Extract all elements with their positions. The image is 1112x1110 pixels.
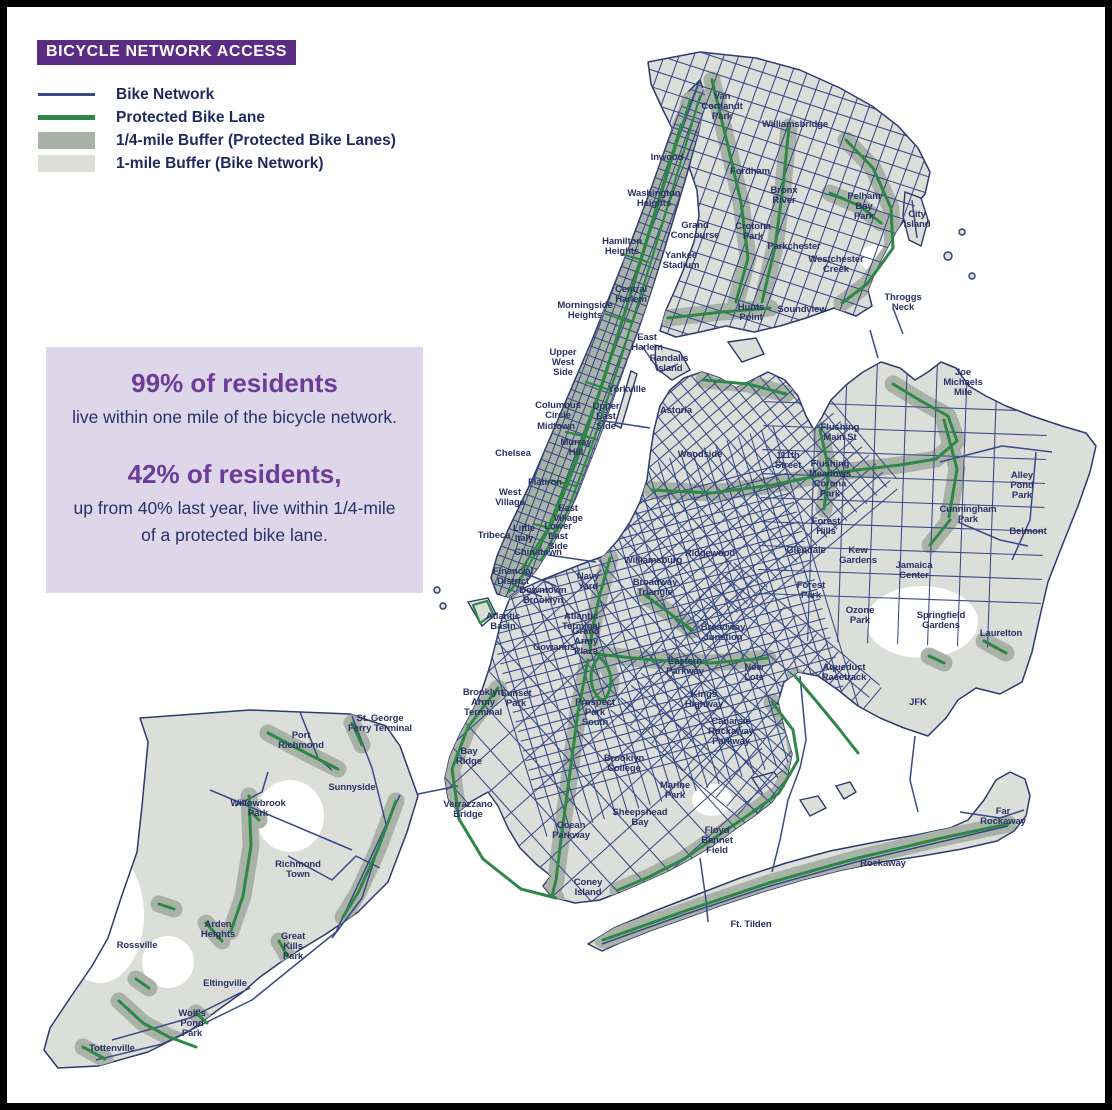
stat-headline: 42% of residents, xyxy=(127,459,342,490)
randalls-island-shape xyxy=(654,344,691,381)
legend-label: 1/4-mile Buffer (Protected Bike Lanes) xyxy=(116,131,396,149)
protected-lane-line-swatch xyxy=(38,115,95,120)
bike-network-routes-layer xyxy=(95,199,1053,1061)
pelham-islet xyxy=(943,251,953,261)
city-island-shape xyxy=(902,191,929,248)
page-title: BICYCLE NETWORK ACCESS xyxy=(37,40,297,65)
rikers-island-shape xyxy=(726,337,765,363)
one-mile-buffer-swatch xyxy=(38,155,95,172)
stats-panel: 99% of residents live within one mile of… xyxy=(46,347,423,593)
stat-quarter-mile: 42% of residents, up from 40% last year,… xyxy=(46,459,423,548)
legend: Bike Network Protected Bike Lane 1/4-mil… xyxy=(38,83,396,175)
roosevelt-island-shape xyxy=(614,370,638,429)
stat-body: up from 40% last year, live within 1/4-m… xyxy=(73,498,396,545)
stat-one-mile: 99% of residents live within one mile of… xyxy=(46,368,423,430)
harbor-islet xyxy=(433,586,441,594)
legend-item-protected-bike-lane: Protected Bike Lane xyxy=(38,106,396,129)
pelham-islet xyxy=(958,228,966,236)
legend-label: Bike Network xyxy=(116,85,215,103)
stat-headline: 99% of residents xyxy=(131,368,338,398)
legend-item-quarter-mile-buffer: 1/4-mile Buffer (Protected Bike Lanes) xyxy=(38,129,396,152)
jamaica-bay-island xyxy=(834,781,857,800)
jamaica-bay-island xyxy=(798,795,828,817)
legend-item-bike-network: Bike Network xyxy=(38,83,396,106)
bike-network-line-swatch xyxy=(38,93,95,96)
legend-item-one-mile-buffer: 1-mile Buffer (Bike Network) xyxy=(38,152,396,175)
quarter-mile-buffer-swatch xyxy=(38,132,95,149)
harbor-islet xyxy=(439,602,447,610)
protected-bike-lane-layer xyxy=(81,78,1010,1061)
pelham-islet xyxy=(968,272,976,280)
stat-body: live within one mile of the bicycle netw… xyxy=(72,407,397,427)
legend-label: 1-mile Buffer (Bike Network) xyxy=(116,154,324,172)
legend-label: Protected Bike Lane xyxy=(116,108,266,126)
